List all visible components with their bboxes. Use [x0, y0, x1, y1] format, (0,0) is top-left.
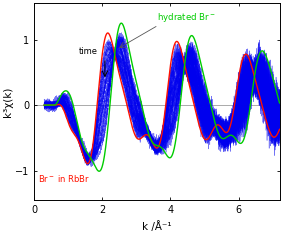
X-axis label: k /Å⁻¹: k /Å⁻¹	[142, 221, 171, 231]
Text: hydrated Br$^-$: hydrated Br$^-$	[157, 11, 216, 24]
Text: time: time	[78, 47, 97, 56]
Y-axis label: k³χ(k): k³χ(k)	[3, 87, 14, 117]
Text: Br$^-$ in RbBr: Br$^-$ in RbBr	[38, 173, 90, 184]
